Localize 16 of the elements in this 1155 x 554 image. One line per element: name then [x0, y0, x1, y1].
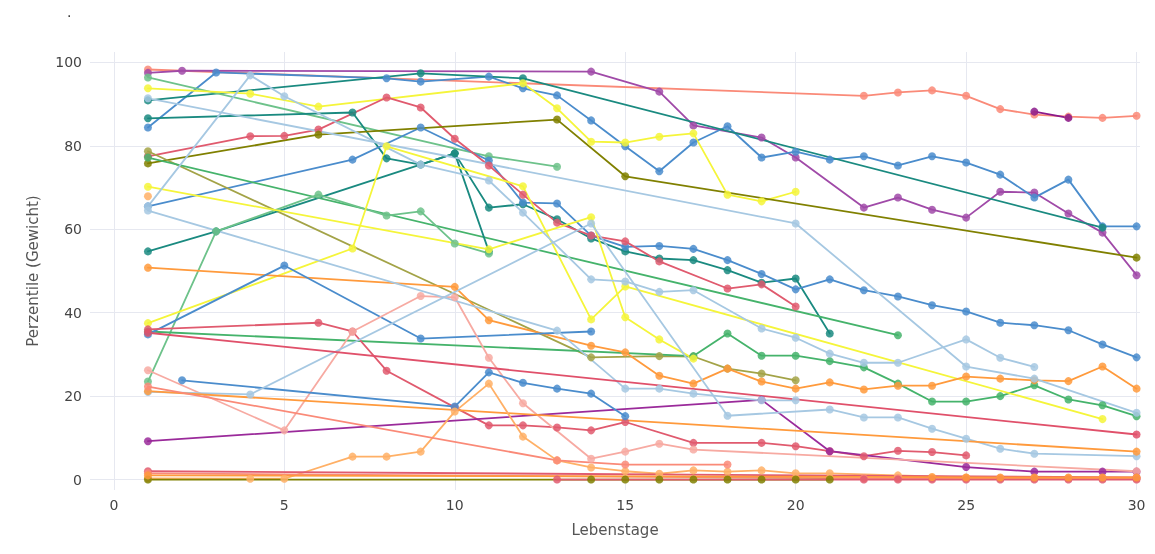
y-tick-label: 80: [64, 137, 82, 154]
y-tick-label: 60: [64, 221, 82, 238]
x-tick-label: 25: [957, 497, 976, 513]
y-tick-label: 0: [73, 471, 82, 488]
chart-title: .: [67, 4, 72, 20]
y-tick-label: 40: [64, 304, 82, 321]
x-tick-label: 20: [786, 497, 805, 513]
y-axis-title: Perzentile (Gewicht): [23, 195, 42, 347]
x-axis-title: Lebenstage: [571, 520, 659, 539]
y-tick-label: 100: [55, 54, 82, 71]
x-tick-label: 30: [1127, 497, 1146, 513]
x-tick-label: 10: [445, 497, 464, 513]
x-tick-label: 5: [279, 497, 289, 513]
x-tick-label: 0: [109, 497, 119, 513]
x-tick-label: 15: [616, 497, 635, 513]
y-tick-label: 20: [64, 388, 82, 405]
